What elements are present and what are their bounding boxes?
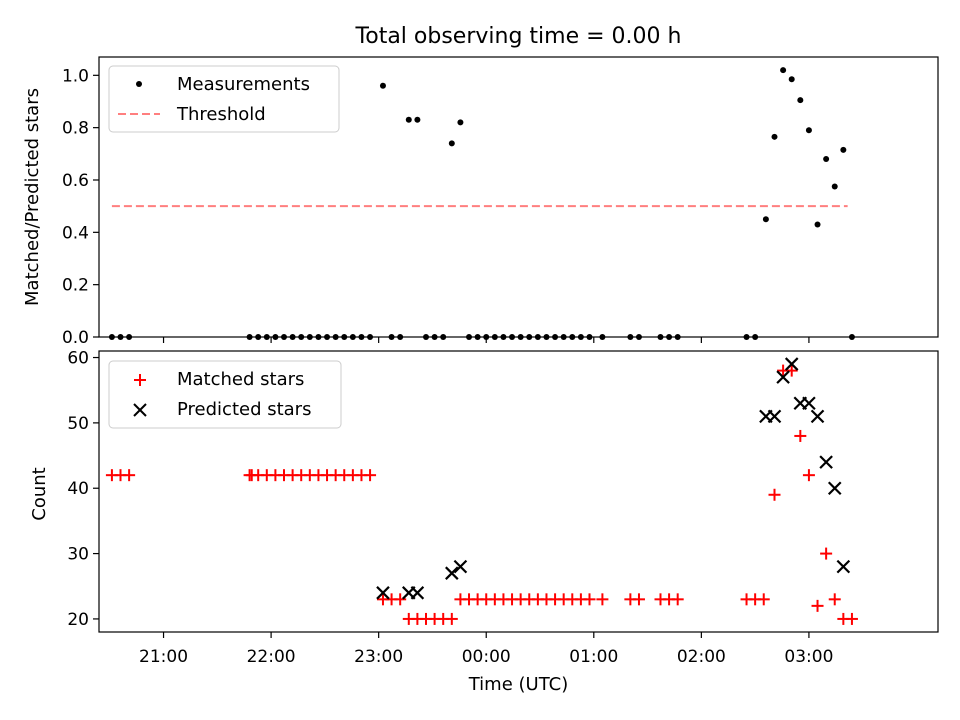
legend-measurements-label: Measurements (177, 74, 310, 95)
x-tick-label: 01:00 (569, 647, 618, 667)
bottom-y-tick-label: 60 (67, 349, 89, 369)
x-tick-label: 00:00 (462, 647, 511, 667)
matched-star-point (828, 593, 841, 606)
matched-star-point (596, 593, 609, 606)
measurement-point (805, 127, 812, 134)
bottom-y-tick-label: 30 (67, 545, 89, 565)
matched-star-point (785, 364, 798, 377)
predicted-star-point (836, 559, 851, 574)
measurement-point (840, 146, 847, 153)
top-y-tick-label: 0.8 (62, 119, 89, 139)
bottom-y-ticks: 20 30 40 50 60 (67, 349, 99, 630)
measurement-point (771, 133, 778, 140)
predicted-star-point (810, 409, 825, 424)
top-axes: 0.0 0.2 0.4 0.6 0.8 1.0 Matched/Predicted sta… (22, 56, 939, 348)
top-y-tick-label: 0.2 (62, 276, 89, 296)
top-y-tick-label: 0.4 (62, 223, 89, 243)
predicted-star-point (445, 566, 459, 580)
matched-star-point (583, 593, 596, 606)
top-y-tick-label: 1.0 (62, 66, 89, 86)
top-x-ticks (162, 337, 810, 343)
matched-star-point (802, 469, 815, 482)
predicted-star-point (453, 559, 468, 574)
top-legend-box (108, 65, 340, 133)
predicted-star-point (776, 370, 790, 384)
predicted-star-point (827, 481, 842, 496)
bottom-legend: Matched stars Predicted stars (108, 360, 342, 429)
x-tick-label: 21:00 (139, 647, 188, 667)
measurement-point (814, 221, 821, 228)
x-tick-label: 03:00 (784, 647, 833, 667)
measurement-point (762, 216, 769, 223)
matched-star-point (632, 593, 645, 606)
top-y-tick-label: 0.6 (62, 171, 89, 191)
x-tick-label: 22:00 (247, 647, 296, 667)
measurement-point (797, 97, 804, 104)
bottom-y-tick-label: 50 (67, 414, 89, 434)
matched-star-point (364, 469, 377, 482)
measurement-point (457, 119, 464, 126)
predicted-star-point (410, 586, 425, 600)
measurement-point (823, 156, 830, 163)
bottom-plot-area (105, 357, 858, 625)
measurement-point (788, 76, 795, 83)
bottom-x-ticks: 21:00 22:00 23:00 00:00 01:00 02:00 03:00 (139, 632, 833, 667)
matched-star-point (794, 429, 807, 442)
predicted-star-point (819, 455, 833, 469)
legend-predicted-label: Predicted stars (177, 399, 311, 420)
top-y-tick-label: 0.0 (62, 328, 89, 348)
measurement-point (831, 183, 838, 190)
predicted-star-point (767, 409, 782, 424)
predicted-star-point (784, 357, 799, 371)
measurement-point (448, 140, 455, 147)
bottom-y-tick-label: 40 (67, 479, 89, 499)
predicted-star-point (802, 396, 816, 411)
legend-matched-label: Matched stars (177, 369, 304, 390)
matched-star-point (445, 612, 458, 625)
bottom-y-axis-label: Count (29, 467, 50, 520)
measurement-point (780, 67, 787, 74)
x-tick-label: 02:00 (677, 647, 726, 667)
matched-star-point (757, 593, 770, 606)
matched-star-point (845, 612, 858, 625)
matched-star-point (394, 593, 407, 606)
legend-threshold-label: Threshold (176, 104, 266, 125)
top-y-ticks: 0.0 0.2 0.4 0.6 0.8 1.0 (62, 66, 99, 348)
measurement-point (379, 82, 386, 89)
legend-measurements-marker (136, 81, 142, 87)
matched-star-point (820, 547, 833, 560)
x-axis-label: Time (UTC) (468, 674, 569, 695)
predicted-star-point (376, 586, 390, 600)
x-tick-label: 23:00 (354, 647, 403, 667)
chart-title: Total observing time = 0.00 h (355, 24, 682, 49)
matched-star-point (768, 488, 781, 501)
top-y-axis-label: Matched/Predicted stars (22, 88, 43, 306)
legend-matched-marker (134, 374, 146, 386)
matched-star-point (671, 593, 684, 606)
bottom-y-tick-label: 20 (67, 610, 89, 630)
bottom-axes-frame (98, 350, 939, 633)
measurement-point (414, 116, 421, 123)
matched-star-point (123, 469, 136, 482)
bottom-axes: 20 30 40 50 60 21:00 22:00 23:00 00:00 01:00 02:0… (29, 349, 939, 695)
legend-predicted-marker (133, 403, 147, 417)
top-legend: Measurements Threshold (108, 65, 340, 133)
bottom-legend-box (108, 360, 342, 429)
measurement-point (405, 116, 412, 123)
matched-star-point (811, 599, 824, 612)
top-axes-frame (98, 56, 939, 338)
